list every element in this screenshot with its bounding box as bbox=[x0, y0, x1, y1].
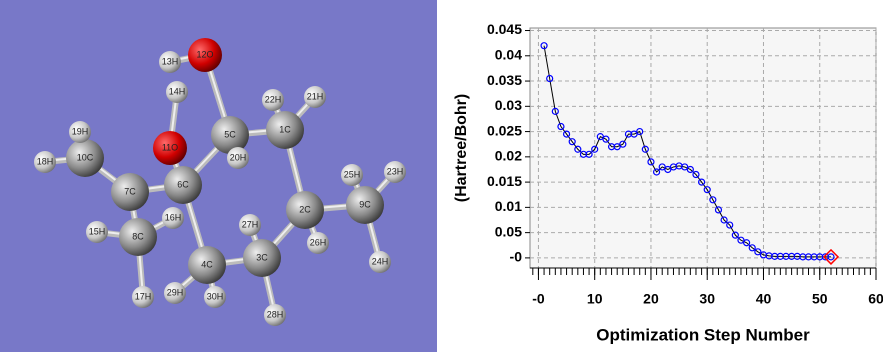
x-tick-label: 30 bbox=[699, 291, 715, 307]
atom-label: 7C bbox=[124, 186, 136, 196]
atom-label: 9C bbox=[359, 199, 371, 209]
atom-label: 17H bbox=[135, 291, 152, 301]
atom-label: 6C bbox=[177, 179, 189, 189]
y-tick-label: 0.015 bbox=[487, 173, 522, 189]
atom-label: 12O bbox=[196, 49, 213, 59]
y-axis-label: (Hartree/Bohr) bbox=[453, 94, 470, 202]
atom-label: 30H bbox=[207, 291, 224, 301]
atom-label: 4C bbox=[201, 259, 213, 269]
atom-label: 3C bbox=[256, 252, 268, 262]
y-tick-label: 0.025 bbox=[487, 122, 522, 138]
atom-label: 16H bbox=[165, 212, 182, 222]
atom-label: 14H bbox=[169, 86, 186, 96]
screenshot: 12O 13H 14H 11O 5C 22H 21H 1C 20H 10C 19H 18H 7C 6C 16… bbox=[0, 0, 883, 352]
atom-label: 20H bbox=[230, 152, 247, 162]
y-tick-label: 0.01 bbox=[495, 198, 522, 214]
atom-label: 5C bbox=[224, 129, 236, 139]
atom-label: 26H bbox=[310, 237, 327, 247]
y-tick-label: 0.03 bbox=[495, 97, 522, 113]
atom-label: 29H bbox=[167, 287, 184, 297]
y-tick-label: 0.02 bbox=[495, 148, 522, 164]
x-tick-label: 20 bbox=[643, 291, 659, 307]
x-tick-label: -0 bbox=[532, 291, 545, 307]
atom-label: 28H bbox=[267, 309, 284, 319]
atom-label: 11O bbox=[162, 142, 178, 152]
atom-label: 19H bbox=[72, 126, 89, 136]
atom-label: 27H bbox=[242, 219, 259, 229]
atom-label: 13H bbox=[162, 56, 179, 66]
y-tick-label: 0.04 bbox=[495, 46, 522, 62]
atom-label: 8C bbox=[132, 231, 144, 241]
atom-label: 1C bbox=[279, 124, 291, 134]
y-tick-label: -0 bbox=[510, 249, 523, 265]
y-tick-label: 0.045 bbox=[487, 21, 522, 37]
x-tick-label: 10 bbox=[587, 291, 603, 307]
atom-label: 22H bbox=[265, 94, 282, 104]
atom-label: 15H bbox=[89, 226, 106, 236]
atom-label: 10C bbox=[77, 152, 94, 162]
x-axis-label: Optimization Step Number bbox=[596, 325, 810, 344]
atom-label: 18H bbox=[37, 156, 54, 166]
atom-label: 23H bbox=[387, 166, 404, 176]
x-tick-label: 60 bbox=[868, 291, 883, 307]
atom-label: 24H bbox=[372, 256, 389, 266]
x-tick-label: 40 bbox=[756, 291, 772, 307]
x-tick-label: 50 bbox=[812, 291, 828, 307]
plot-area bbox=[530, 28, 876, 268]
atom-label: 25H bbox=[344, 169, 361, 179]
atom-label: 21H bbox=[307, 91, 324, 101]
y-tick-label: 0.05 bbox=[495, 223, 522, 239]
y-tick-label: 0.035 bbox=[487, 72, 522, 88]
atom-label: 2C bbox=[299, 204, 311, 214]
